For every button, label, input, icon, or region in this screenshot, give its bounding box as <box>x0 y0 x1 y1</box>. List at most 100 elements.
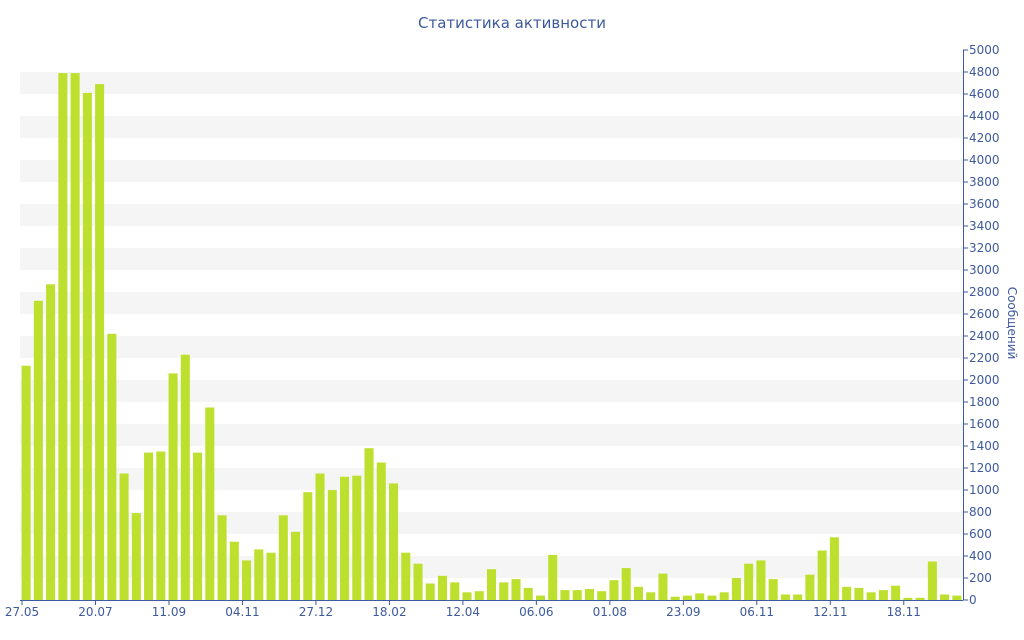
bar <box>805 574 815 600</box>
x-tick-label: 27.12 <box>299 605 333 619</box>
x-tick-label: 06.06 <box>519 605 553 619</box>
y-tick-label: 3800 <box>969 175 1000 189</box>
bar <box>340 476 350 600</box>
grid-band <box>20 72 963 94</box>
y-tick-label: 1200 <box>969 461 1000 475</box>
bar <box>254 549 264 600</box>
bar <box>70 73 80 601</box>
y-tick-label: 2400 <box>969 329 1000 343</box>
bar <box>388 483 399 600</box>
x-tick-label: 11.09 <box>152 605 186 619</box>
bar <box>303 492 313 600</box>
bar <box>891 585 901 600</box>
bar <box>952 595 962 600</box>
y-tick-label: 4400 <box>969 109 1000 123</box>
bar <box>940 594 950 600</box>
x-tick-label: 01.08 <box>593 605 627 619</box>
bar <box>548 554 558 600</box>
bar <box>499 582 509 600</box>
x-tick-label: 04.11 <box>225 605 259 619</box>
bar <box>437 575 448 600</box>
bar <box>46 284 56 600</box>
bar <box>597 591 607 600</box>
y-tick-label: 3600 <box>969 197 1000 211</box>
bar <box>376 462 386 600</box>
grid-band <box>20 512 963 534</box>
bar <box>915 597 925 600</box>
bar <box>780 594 790 600</box>
bar <box>352 475 362 600</box>
bar <box>364 448 374 600</box>
y-tick-label: 400 <box>969 549 992 563</box>
bar <box>82 92 92 601</box>
grid-band <box>20 468 963 490</box>
y-tick-label: 800 <box>969 505 992 519</box>
y-tick-label: 3000 <box>969 263 1000 277</box>
bar <box>413 563 423 600</box>
bar <box>401 552 411 600</box>
bar <box>744 563 754 600</box>
y-tick-label: 2000 <box>969 373 1000 387</box>
bar <box>180 354 190 600</box>
bar <box>156 451 166 600</box>
bar <box>719 592 729 600</box>
x-tick-label: 23.09 <box>666 605 700 619</box>
y-tick-label: 4200 <box>969 131 1000 145</box>
bar <box>633 586 643 600</box>
bar <box>131 513 141 600</box>
grid-band <box>20 116 963 138</box>
bar <box>829 537 839 600</box>
bar <box>168 373 178 600</box>
y-tick-label: 4800 <box>969 65 1000 79</box>
grid-band <box>20 160 963 182</box>
bar <box>474 591 484 600</box>
y-tick-label: 3200 <box>969 241 1000 255</box>
grid-band <box>20 424 963 446</box>
y-tick-label: 0 <box>969 593 977 607</box>
y-tick-label: 1000 <box>969 483 1000 497</box>
bar <box>682 595 692 600</box>
bar <box>768 579 778 600</box>
y-tick-label: 4000 <box>969 153 1000 167</box>
grid-band <box>20 292 963 314</box>
x-tick-label: 12.11 <box>813 605 847 619</box>
y-tick-label: 2800 <box>969 285 1000 299</box>
bar <box>731 578 741 600</box>
y-tick-label: 200 <box>969 571 992 585</box>
grid-band <box>20 204 963 226</box>
bar <box>866 592 876 600</box>
y-tick-label: 4600 <box>969 87 1000 101</box>
y-tick-label: 600 <box>969 527 992 541</box>
bar <box>205 407 215 600</box>
grid-band <box>20 380 963 402</box>
y-tick-label: 3400 <box>969 219 1000 233</box>
bar <box>278 515 288 600</box>
bar <box>107 333 117 600</box>
bar <box>119 473 129 600</box>
bar <box>793 594 803 600</box>
bar <box>425 583 435 600</box>
bar <box>450 582 460 600</box>
y-axis-label: Сообщений <box>1005 286 1019 360</box>
y-tick-label: 1600 <box>969 417 1000 431</box>
x-tick-label: 18.02 <box>372 605 406 619</box>
x-tick-label: 20.07 <box>78 605 112 619</box>
bar <box>621 568 631 600</box>
bar <box>315 473 325 600</box>
bar <box>21 365 31 600</box>
bar <box>817 550 827 600</box>
bar <box>523 587 533 600</box>
bar <box>878 590 888 600</box>
bar <box>217 515 227 600</box>
y-tick-label: 1800 <box>969 395 1000 409</box>
bar <box>707 595 717 600</box>
bar <box>486 569 497 600</box>
grid-band <box>20 248 963 270</box>
bar <box>33 300 43 600</box>
bar <box>646 592 656 600</box>
bar <box>327 490 337 600</box>
bar <box>58 73 68 601</box>
y-tick-label: 2600 <box>969 307 1000 321</box>
bar <box>242 560 252 600</box>
